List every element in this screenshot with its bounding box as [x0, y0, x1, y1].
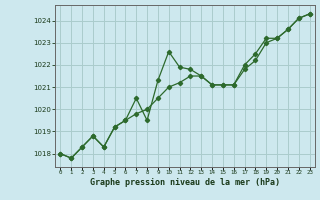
X-axis label: Graphe pression niveau de la mer (hPa): Graphe pression niveau de la mer (hPa): [90, 178, 280, 187]
